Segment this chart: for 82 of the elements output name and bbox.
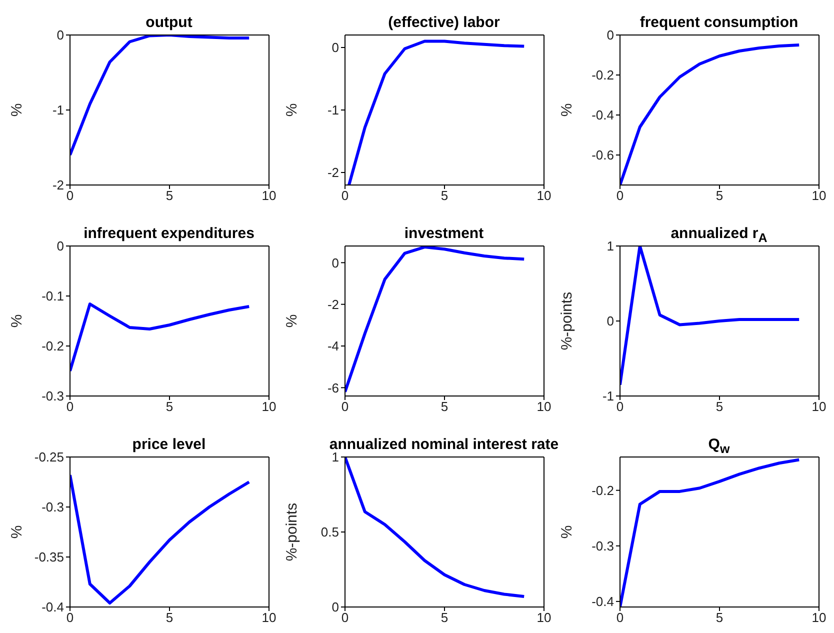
line-series — [347, 40, 526, 185]
x-tick-label: 5 — [166, 399, 174, 414]
x-tick-label: 0 — [66, 188, 74, 204]
x-tick-label: 5 — [716, 188, 724, 204]
x-tick-label: 10 — [262, 188, 276, 204]
y-tick-label: -0.6 — [592, 148, 614, 163]
y-tick-label: -1 — [602, 388, 614, 404]
line-series — [70, 35, 251, 156]
y-tick-label: -2 — [52, 178, 64, 193]
x-tick-label: 0 — [341, 610, 349, 626]
y-axis-title: % — [8, 314, 26, 328]
x-tick-label: 0 — [616, 399, 624, 414]
x-tick-label: 10 — [812, 188, 826, 204]
y-tick-label: 0 — [332, 600, 339, 615]
y-tick-label: -0.2 — [42, 338, 64, 354]
x-tick-label: 0 — [66, 399, 74, 414]
y-tick-label: 0 — [332, 40, 339, 56]
y-tick-label: 0.5 — [320, 524, 339, 540]
y-tick-label: -0.25 — [34, 450, 64, 465]
x-tick-label: 0 — [616, 188, 624, 204]
x-tick-label: 5 — [440, 610, 448, 626]
chart-title: investment — [404, 225, 484, 242]
x-tick-label: 10 — [536, 399, 552, 414]
y-axis-title: % — [558, 525, 576, 539]
x-tick-label: 0 — [616, 610, 624, 626]
x-tick-label: 5 — [716, 399, 724, 414]
y-tick-label: -1 — [52, 102, 64, 118]
y-tick-label: 1 — [606, 238, 614, 254]
chart-title: infrequent expenditures — [84, 225, 254, 242]
chart-title: frequent consumption — [640, 14, 798, 31]
y-tick-label: 0 — [56, 28, 64, 43]
x-tick-label: 5 — [716, 610, 724, 626]
x-tick-label: 0 — [66, 610, 74, 626]
y-tick-label: -0.35 — [34, 550, 64, 565]
chart-title: annualized r$_{A}$ — [670, 225, 768, 245]
y-axis-title: % — [8, 103, 26, 117]
line-series — [345, 457, 526, 598]
y-tick-label: -0.2 — [592, 482, 614, 498]
y-tick-label: -0.3 — [42, 388, 64, 404]
y-tick-label: 0 — [56, 238, 64, 254]
y-tick-label: 0 — [606, 28, 614, 43]
y-tick-label: 0 — [332, 255, 339, 270]
chart-title: Q$_{w}$ — [708, 436, 730, 456]
x-tick-label: 10 — [262, 399, 276, 414]
line-series — [70, 474, 251, 604]
y-tick-label: -4 — [327, 338, 339, 354]
chart-title: output — [146, 14, 192, 31]
y-tick-label: -0.2 — [592, 68, 614, 83]
x-tick-label: 10 — [262, 610, 276, 626]
y-tick-label: -2 — [327, 165, 339, 180]
x-tick-label: 5 — [440, 188, 448, 204]
y-tick-label: -0.3 — [42, 500, 64, 515]
y-axis-title: % — [283, 314, 300, 328]
x-tick-label: 5 — [166, 610, 174, 626]
y-axis-title: % — [8, 525, 26, 539]
x-tick-label: 10 — [536, 188, 552, 204]
x-tick-label: 5 — [440, 399, 448, 414]
x-tick-label: 0 — [341, 399, 349, 414]
y-tick-label: -1 — [327, 102, 339, 118]
y-tick-label: -2 — [327, 296, 339, 312]
y-axis-title: %-points — [283, 502, 300, 562]
y-tick-label: -0.4 — [592, 594, 614, 610]
y-axis-title: % — [558, 103, 576, 117]
x-tick-label: 5 — [166, 188, 174, 204]
y-tick-label: -6 — [327, 380, 339, 396]
line-series — [345, 246, 526, 394]
line-series — [620, 246, 801, 386]
y-tick-label: 0 — [606, 314, 614, 329]
x-tick-label: 10 — [536, 610, 552, 626]
y-tick-label: -0.3 — [592, 538, 614, 554]
chart-title: (effective) labor — [388, 14, 500, 31]
y-tick-label: -0.4 — [42, 600, 64, 615]
line-series — [620, 44, 801, 185]
y-axis-title: %-points — [558, 292, 576, 350]
y-tick-label: -0.4 — [592, 108, 614, 123]
chart-title: price level — [132, 436, 206, 453]
y-tick-label: -0.1 — [42, 288, 64, 304]
line-series — [70, 302, 251, 372]
x-tick-label: 10 — [812, 399, 826, 414]
x-tick-label: 10 — [812, 610, 826, 626]
x-tick-label: 0 — [341, 188, 349, 204]
y-axis-title: % — [283, 103, 300, 117]
